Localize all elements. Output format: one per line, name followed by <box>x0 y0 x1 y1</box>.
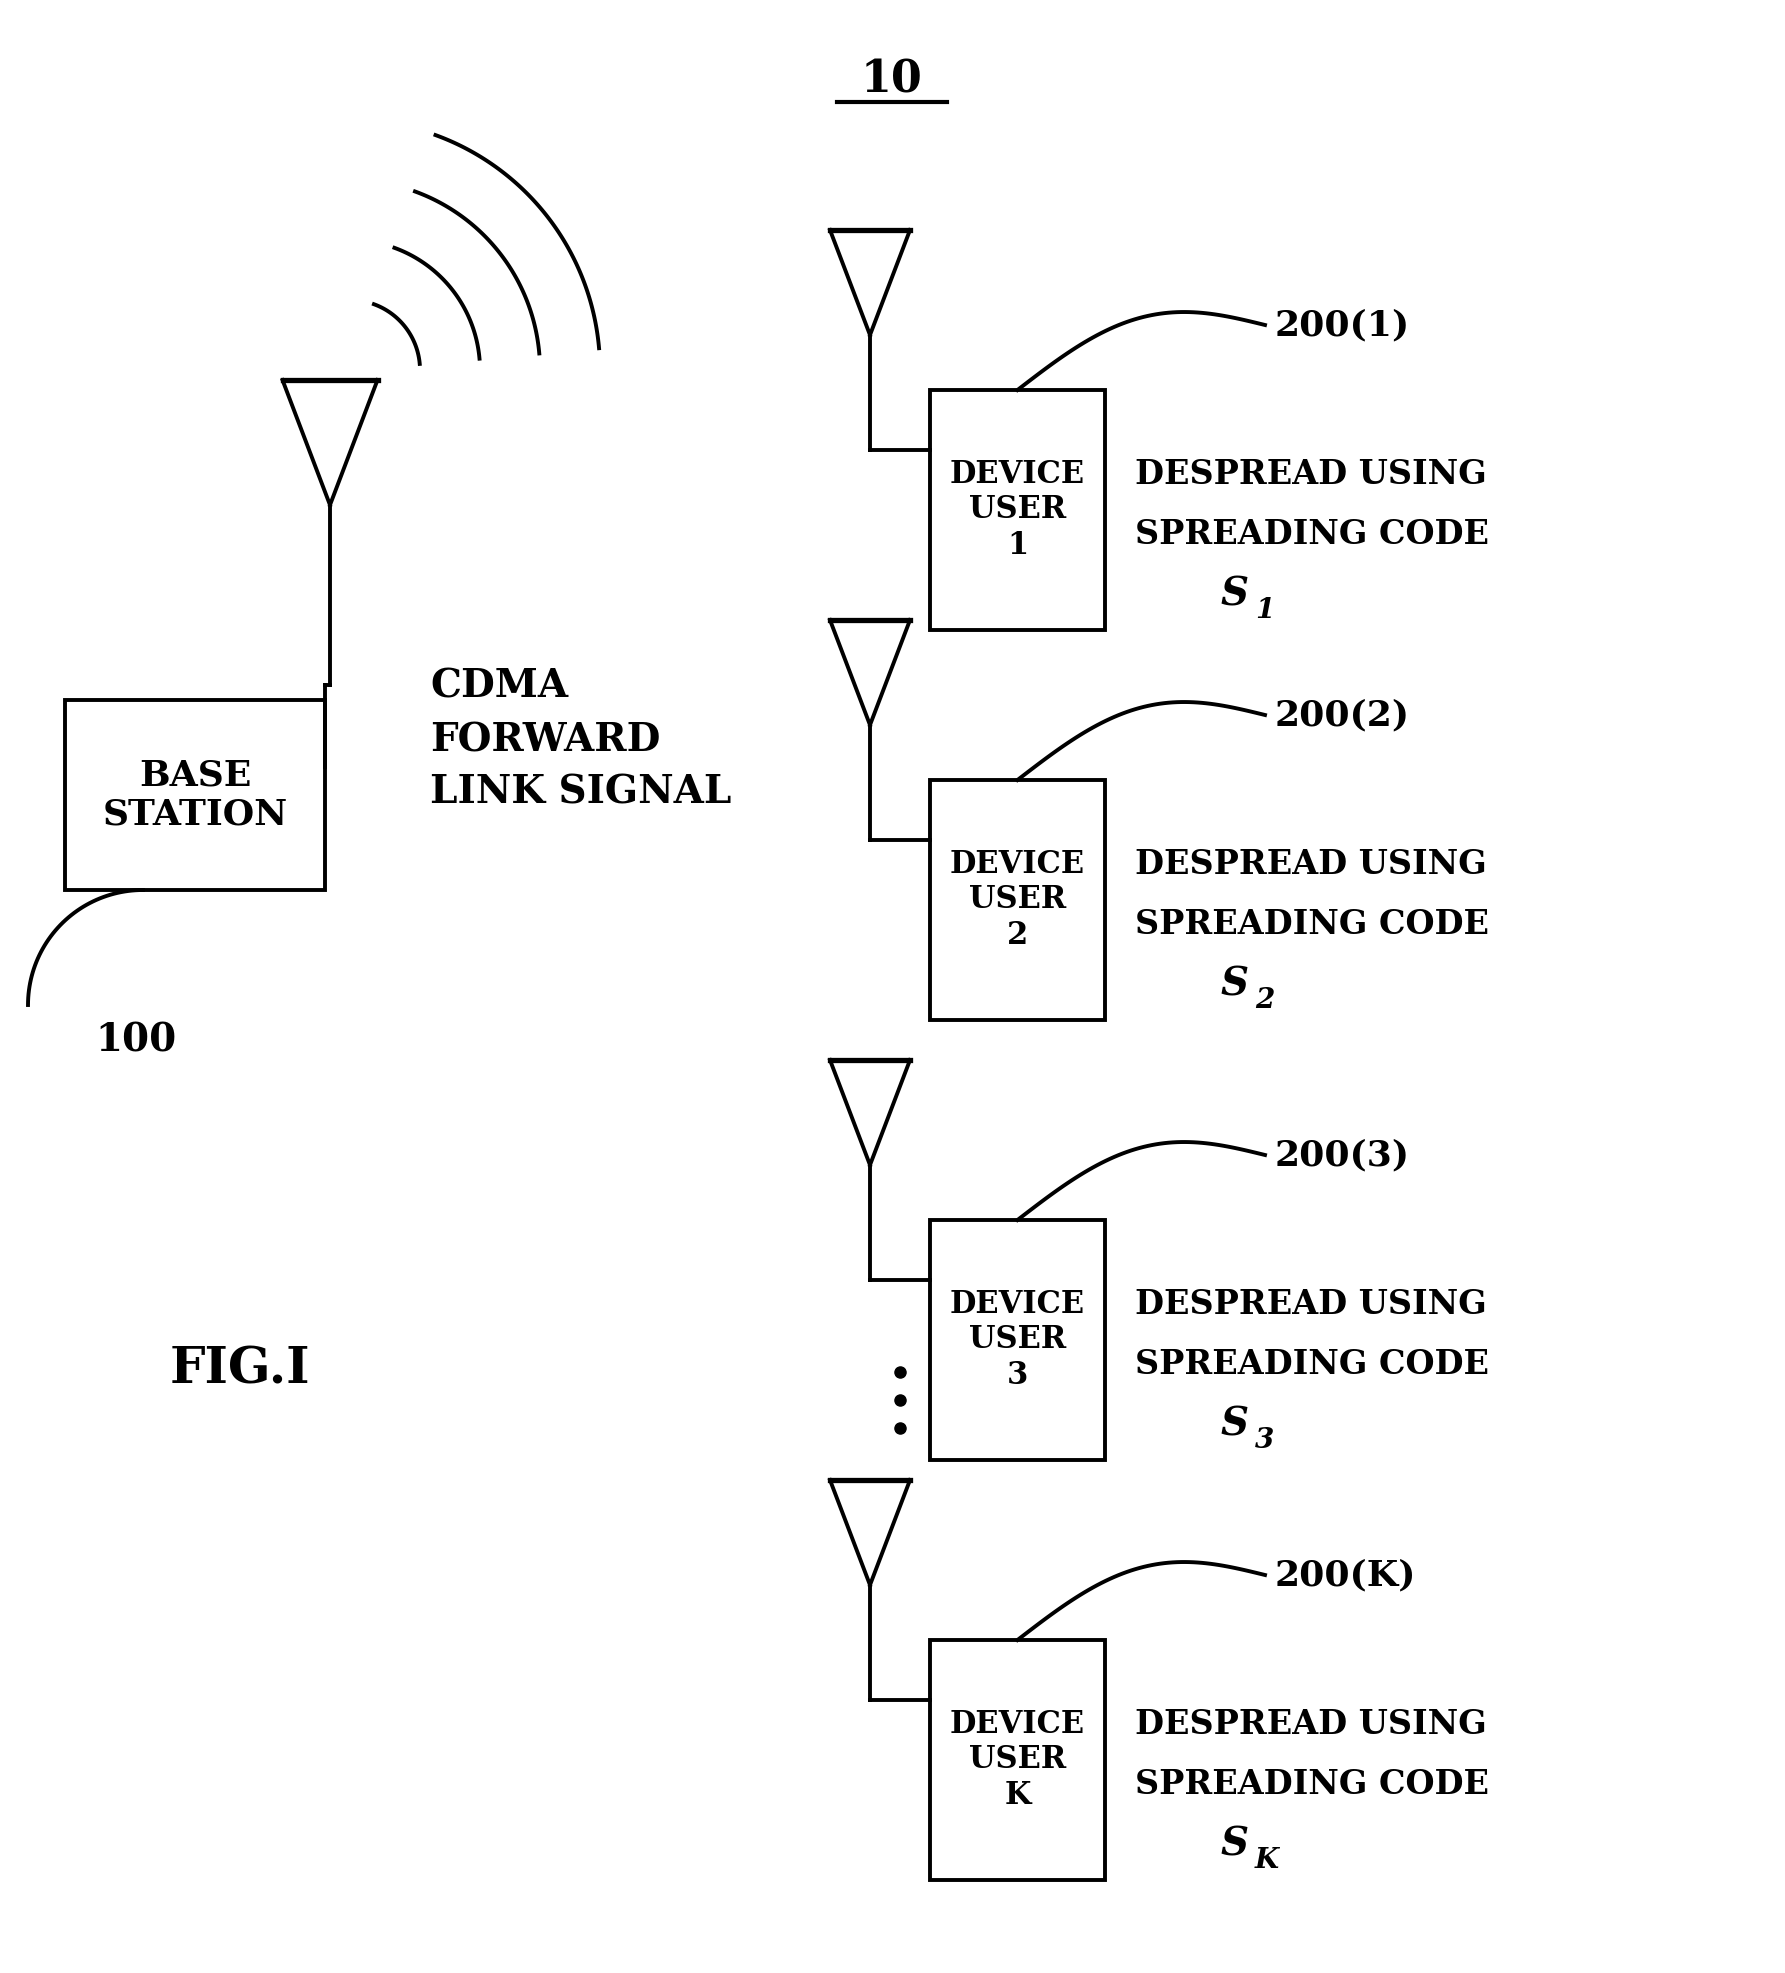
Text: DESPREAD USING: DESPREAD USING <box>1135 848 1487 880</box>
Text: S: S <box>1221 965 1249 1002</box>
Text: DEVICE
USER
3: DEVICE USER 3 <box>950 1288 1085 1391</box>
Text: 3: 3 <box>1255 1426 1274 1454</box>
Text: 2: 2 <box>1255 986 1274 1014</box>
Text: FIG.I: FIG.I <box>170 1346 311 1395</box>
Text: DEVICE
USER
1: DEVICE USER 1 <box>950 458 1085 560</box>
Text: SPREADING CODE: SPREADING CODE <box>1135 1348 1489 1381</box>
Text: S: S <box>1221 1405 1249 1442</box>
Bar <box>930 391 1105 629</box>
Text: DEVICE
USER
K: DEVICE USER K <box>950 1709 1085 1811</box>
Bar <box>930 779 1105 1020</box>
Bar <box>930 1219 1105 1460</box>
Text: DEVICE
USER
2: DEVICE USER 2 <box>950 848 1085 951</box>
Text: SPREADING CODE: SPREADING CODE <box>1135 908 1489 941</box>
Text: 200(2): 200(2) <box>1274 698 1410 732</box>
Text: BASE
STATION: BASE STATION <box>102 758 287 833</box>
Text: K: K <box>1255 1847 1280 1874</box>
Bar <box>930 1640 1105 1880</box>
Text: S: S <box>1221 574 1249 614</box>
Text: DESPREAD USING: DESPREAD USING <box>1135 458 1487 491</box>
Text: CDMA
FORWARD
LINK SIGNAL: CDMA FORWARD LINK SIGNAL <box>430 669 732 813</box>
Text: SPREADING CODE: SPREADING CODE <box>1135 517 1489 550</box>
Bar <box>64 700 325 890</box>
Text: 1: 1 <box>1255 596 1274 623</box>
Text: SPREADING CODE: SPREADING CODE <box>1135 1768 1489 1801</box>
Text: S: S <box>1221 1825 1249 1863</box>
Text: 100: 100 <box>95 1020 177 1060</box>
Text: 200(K): 200(K) <box>1274 1559 1417 1592</box>
Text: DESPREAD USING: DESPREAD USING <box>1135 1707 1487 1740</box>
Text: 10: 10 <box>860 59 923 101</box>
Text: 200(1): 200(1) <box>1274 308 1410 341</box>
Text: DESPREAD USING: DESPREAD USING <box>1135 1288 1487 1320</box>
Text: 200(3): 200(3) <box>1274 1138 1410 1172</box>
